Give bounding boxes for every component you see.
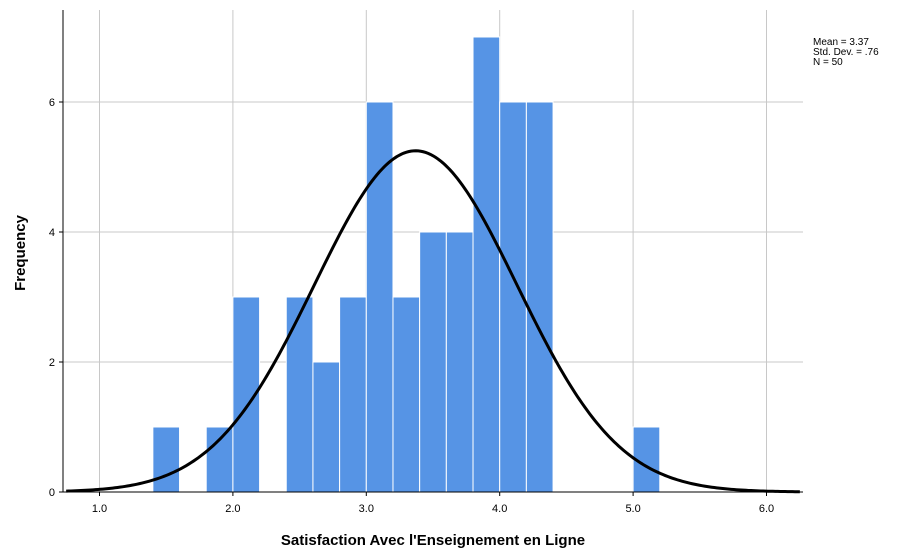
y-axis-title: Frequency [12, 214, 29, 291]
stat-n: N = 50 [813, 57, 843, 68]
y-tick-labels: 0 2 4 6 [49, 97, 63, 499]
histogram-bar [445, 231, 474, 493]
histogram-bar [472, 36, 501, 493]
x-tick-label: 4.0 [492, 503, 507, 515]
histogram-bar [205, 426, 234, 493]
histogram-bar [152, 426, 181, 493]
normal-curve [66, 149, 800, 494]
histogram-bar [312, 361, 341, 493]
statistics-legend: Mean = 3.37 Std. Dev. = .76 N = 50 [813, 38, 879, 68]
histogram-bars [152, 36, 661, 493]
x-tick-label: 1.0 [92, 503, 107, 515]
y-tick-label: 4 [49, 227, 55, 239]
y-tick-label: 6 [49, 97, 55, 109]
x-tick-labels: 1.0 2.0 3.0 4.0 5.0 6.0 [92, 492, 774, 515]
y-tick-label: 0 [49, 487, 55, 499]
stat-std-dev: Std. Dev. = .76 [813, 47, 879, 58]
y-tick-label: 2 [49, 357, 55, 369]
histogram-bar [285, 296, 314, 493]
x-tick-label: 5.0 [625, 503, 640, 515]
stat-mean: Mean = 3.37 [813, 37, 869, 48]
histogram-bar [525, 101, 554, 493]
histogram-bar [419, 231, 447, 493]
histogram-bar [339, 296, 367, 493]
x-tick-label: 6.0 [759, 503, 774, 515]
x-axis-title: Satisfaction Avec l'Enseignement en Lign… [281, 532, 585, 549]
histogram-bar [392, 296, 421, 493]
x-tick-label: 2.0 [225, 503, 240, 515]
x-tick-label: 3.0 [359, 503, 374, 515]
